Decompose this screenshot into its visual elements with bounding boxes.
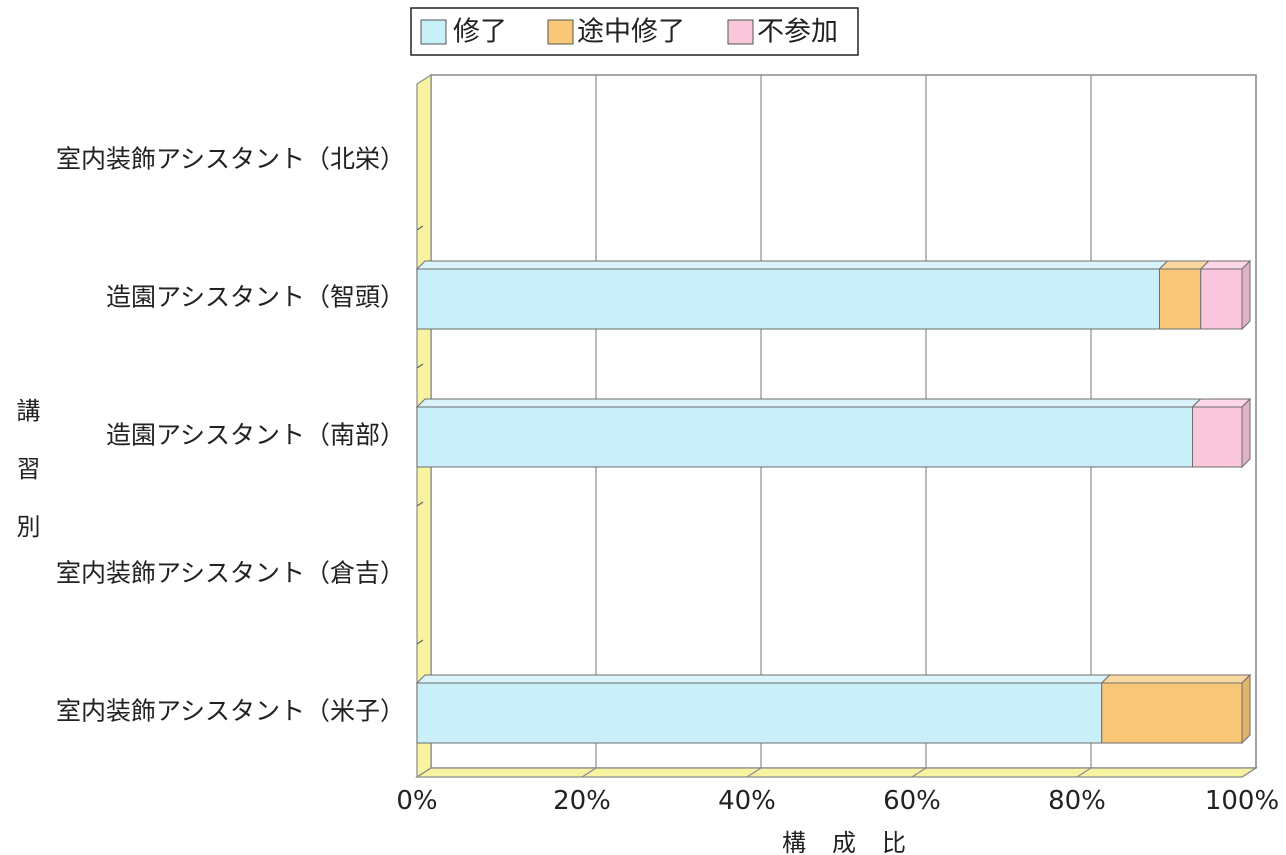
category-divider-1 [416, 225, 424, 231]
bar-top-face [1191, 398, 1252, 408]
bar-front-face [1159, 268, 1202, 330]
category-label-3: 室内装飾アシスタント（倉吉） [56, 559, 405, 588]
bar-side-face [1241, 397, 1251, 469]
floor-tick-0 [416, 767, 432, 778]
x-tick-label-1: 20% [553, 786, 611, 816]
x-axis-title: 構成比 [782, 829, 932, 855]
bar-segment-4-1 [1100, 673, 1252, 745]
bar-front-face [416, 682, 1103, 744]
bar-top-face [415, 260, 1169, 270]
bar-front-face [1101, 682, 1243, 744]
x-tick-label-0: 0% [396, 786, 437, 816]
x-tick-label-3: 60% [883, 786, 941, 816]
category-divider-2 [416, 363, 424, 369]
category-label-0: 室内装飾アシスタント（北栄） [56, 145, 405, 174]
bar-segment-1-2 [1199, 259, 1252, 331]
category-divider-3 [416, 501, 424, 507]
floor-tick-5 [1241, 767, 1257, 778]
legend-swatch-0 [420, 19, 447, 45]
category-divider-4 [416, 639, 424, 645]
x-tick-label-2: 40% [718, 786, 776, 816]
bar-side-face [1241, 673, 1251, 745]
category-label-2: 造園アシスタント（南部） [106, 421, 405, 450]
bar-segment-2-0 [415, 398, 1202, 468]
bar-front-face [1200, 268, 1243, 330]
bars [415, 259, 1252, 745]
bar-front-face [416, 406, 1193, 468]
legend-swatch-1 [547, 19, 574, 45]
bar-top-face [1100, 674, 1252, 684]
x-tick-label-5: 100% [1205, 786, 1279, 816]
floor-tick-2 [746, 767, 762, 778]
x-axis-tick-labels: 0% 20% 40% 60% 80% 100% [396, 786, 1279, 816]
bar-segment-1-0 [415, 260, 1169, 330]
category-label-4: 室内装飾アシスタント（米子） [56, 697, 405, 726]
y-axis-title: 講習別 [12, 398, 40, 572]
bar-front-face [416, 268, 1160, 330]
legend-box [410, 7, 859, 56]
legend-label-0: 修了 [453, 17, 507, 48]
legend-label-2: 不参加 [757, 17, 838, 48]
category-labels: 室内装飾アシスタント（北栄） 造園アシスタント（智頭） 造園アシスタント（南部） 室内… [56, 145, 405, 726]
legend-swatch-2 [727, 19, 754, 45]
legend: 修了 途中修了 不参加 [410, 7, 859, 56]
bar-segment-1-1 [1158, 260, 1210, 330]
floor-tick-3 [911, 767, 927, 778]
floor-tick-4 [1076, 767, 1092, 778]
bar-top-face [415, 398, 1202, 408]
bar-side-face [1241, 259, 1251, 331]
x-tick-label-4: 80% [1048, 786, 1106, 816]
floor-tick-1 [581, 767, 597, 778]
bar-segment-4-0 [415, 674, 1111, 744]
bar-segment-2-2 [1191, 397, 1252, 469]
legend-label-1: 途中修了 [577, 17, 685, 48]
bar-top-face [415, 674, 1111, 684]
floor [414, 767, 1259, 778]
bar-front-face [1192, 406, 1243, 468]
category-label-1: 造園アシスタント（智頭） [106, 283, 405, 312]
